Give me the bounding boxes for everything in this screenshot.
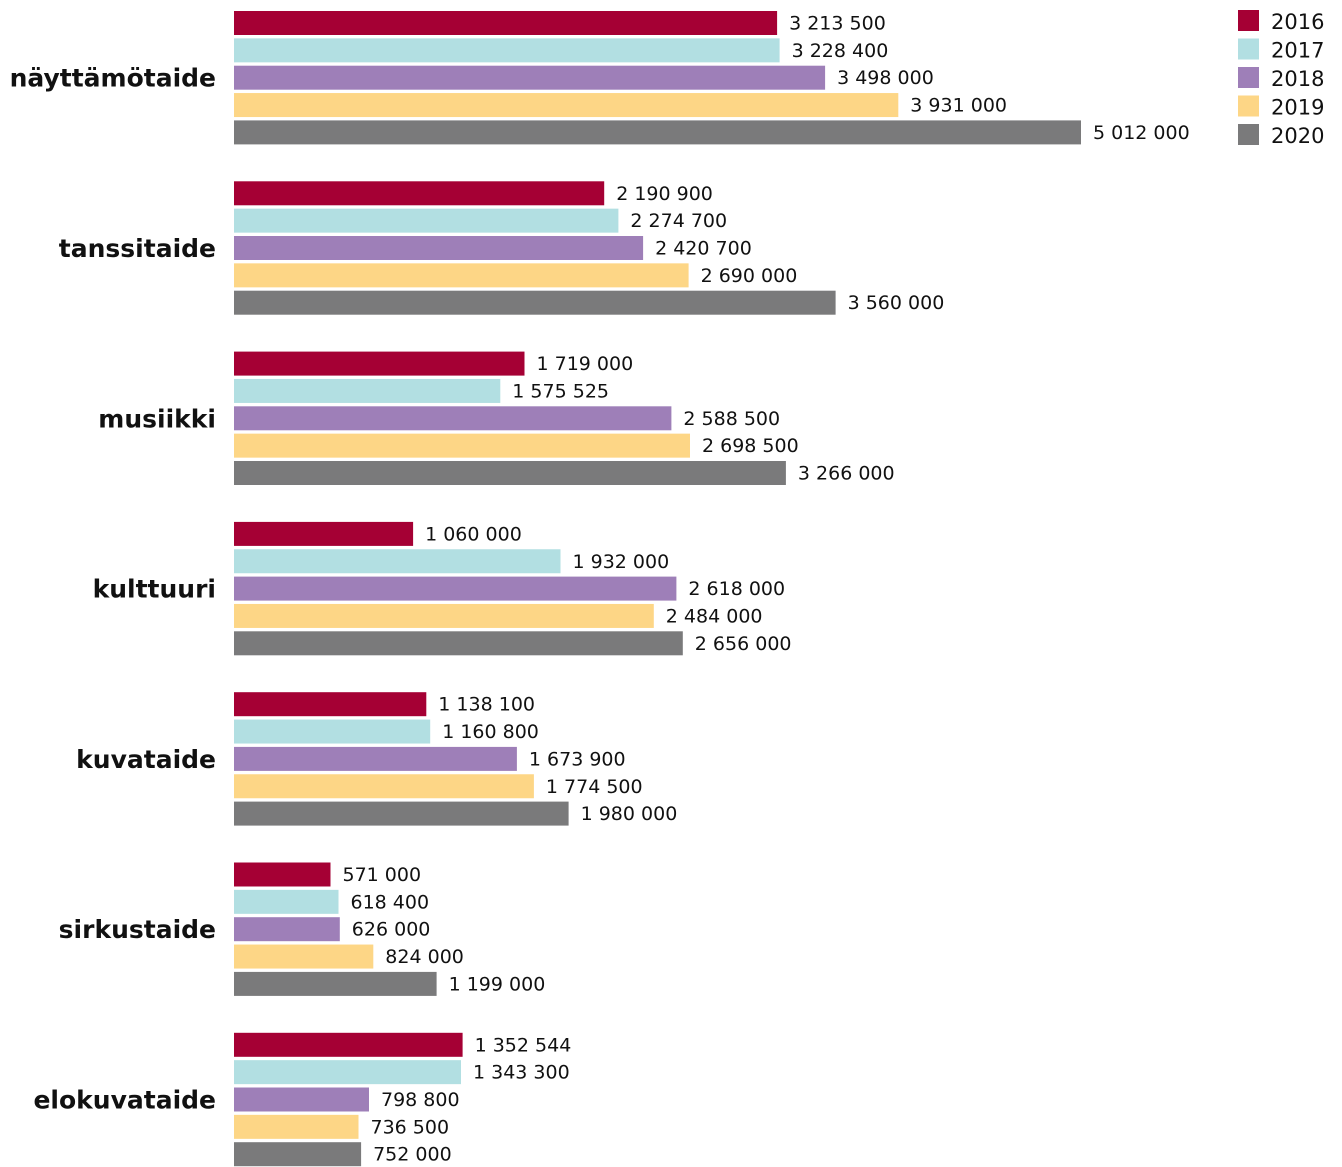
bars-group: 3 213 500 3 228 400 3 498 000 3 931 000 5 01… bbox=[10, 11, 1190, 1167]
legend-swatch-2016 bbox=[1238, 10, 1259, 31]
legend-label-2019: 2019 bbox=[1271, 96, 1324, 120]
bar-näyttämötaide-2020 bbox=[234, 120, 1081, 145]
bar-kulttuuri-2019 bbox=[234, 603, 654, 628]
data-label-kulttuuri-2020: 2 656 000 bbox=[695, 633, 792, 655]
category-label-näyttämötaide: näyttämötaide bbox=[10, 64, 216, 93]
data-label-sirkustaide-2020: 1 199 000 bbox=[449, 973, 546, 995]
legend-swatch-2020 bbox=[1238, 124, 1259, 145]
bar-kuvataide-2016 bbox=[234, 692, 427, 717]
bar-tanssitaide-2017 bbox=[234, 208, 619, 233]
legend: 2016 2017 2018 2019 2020 bbox=[1238, 10, 1324, 148]
data-label-kulttuuri-2016: 1 060 000 bbox=[425, 523, 522, 545]
data-label-näyttämötaide-2020: 5 012 000 bbox=[1093, 122, 1190, 144]
bar-näyttämötaide-2019 bbox=[234, 93, 899, 118]
data-label-musiikki-2020: 3 266 000 bbox=[798, 463, 895, 485]
data-label-musiikki-2018: 2 588 500 bbox=[683, 408, 780, 430]
bar-elokuvataide-2017 bbox=[234, 1060, 461, 1085]
category-label-tanssitaide: tanssitaide bbox=[59, 234, 216, 263]
bar-sirkustaide-2017 bbox=[234, 889, 339, 914]
bar-musiikki-2019 bbox=[234, 433, 690, 458]
data-label-sirkustaide-2019: 824 000 bbox=[385, 946, 464, 968]
legend-swatch-2017 bbox=[1238, 38, 1259, 60]
bar-kulttuuri-2016 bbox=[234, 521, 414, 546]
data-label-musiikki-2016: 1 719 000 bbox=[537, 353, 634, 375]
data-label-näyttämötaide-2017: 3 228 400 bbox=[792, 40, 889, 62]
category-label-musiikki: musiikki bbox=[98, 404, 216, 433]
data-label-elokuvataide-2017: 1 343 300 bbox=[473, 1062, 570, 1084]
bar-kuvataide-2020 bbox=[234, 801, 569, 826]
data-label-sirkustaide-2016: 571 000 bbox=[343, 864, 422, 886]
bar-tanssitaide-2016 bbox=[234, 181, 605, 206]
data-label-tanssitaide-2016: 2 190 900 bbox=[616, 183, 713, 205]
data-label-kuvataide-2017: 1 160 800 bbox=[442, 721, 539, 743]
data-label-tanssitaide-2020: 3 560 000 bbox=[848, 292, 945, 314]
data-label-kuvataide-2020: 1 980 000 bbox=[581, 803, 678, 825]
data-label-kuvataide-2018: 1 673 900 bbox=[529, 748, 626, 770]
data-label-tanssitaide-2018: 2 420 700 bbox=[655, 238, 752, 260]
legend-label-2020: 2020 bbox=[1271, 124, 1324, 148]
bar-musiikki-2018 bbox=[234, 406, 672, 431]
bar-kulttuuri-2020 bbox=[234, 631, 683, 656]
data-label-kuvataide-2019: 1 774 500 bbox=[546, 776, 643, 798]
data-label-musiikki-2019: 2 698 500 bbox=[702, 435, 799, 457]
bar-näyttämötaide-2016 bbox=[234, 11, 778, 35]
legend-swatch-2018 bbox=[1238, 67, 1259, 88]
data-label-sirkustaide-2018: 626 000 bbox=[352, 919, 431, 941]
bar-elokuvataide-2018 bbox=[234, 1087, 369, 1112]
data-label-tanssitaide-2019: 2 690 000 bbox=[701, 265, 798, 287]
bar-kuvataide-2019 bbox=[234, 774, 534, 799]
category-label-kulttuuri: kulttuuri bbox=[93, 575, 216, 604]
bar-sirkustaide-2018 bbox=[234, 917, 340, 942]
legend-swatch-2019 bbox=[1238, 95, 1259, 117]
bar-sirkustaide-2019 bbox=[234, 944, 374, 969]
bar-sirkustaide-2016 bbox=[234, 862, 331, 887]
bar-elokuvataide-2016 bbox=[234, 1032, 463, 1057]
legend-label-2016: 2016 bbox=[1271, 10, 1324, 34]
data-label-elokuvataide-2018: 798 800 bbox=[381, 1089, 460, 1111]
legend-label-2018: 2018 bbox=[1271, 67, 1324, 91]
bar-musiikki-2016 bbox=[234, 351, 525, 376]
bar-näyttämötaide-2017 bbox=[234, 38, 780, 63]
bar-kulttuuri-2017 bbox=[234, 549, 561, 574]
data-label-elokuvataide-2019: 736 500 bbox=[371, 1116, 450, 1138]
bar-musiikki-2017 bbox=[234, 378, 501, 403]
bar-tanssitaide-2020 bbox=[234, 290, 836, 315]
bar-musiikki-2020 bbox=[234, 461, 786, 485]
data-label-musiikki-2017: 1 575 525 bbox=[512, 381, 609, 403]
bar-elokuvataide-2020 bbox=[234, 1142, 362, 1167]
bar-tanssitaide-2018 bbox=[234, 236, 644, 260]
data-label-kuvataide-2016: 1 138 100 bbox=[438, 694, 535, 716]
bar-kuvataide-2017 bbox=[234, 719, 431, 744]
bar-näyttämötaide-2018 bbox=[234, 65, 826, 90]
category-label-sirkustaide: sirkustaide bbox=[59, 915, 216, 944]
category-label-elokuvataide: elokuvataide bbox=[33, 1086, 216, 1115]
bar-elokuvataide-2019 bbox=[234, 1114, 359, 1139]
data-label-elokuvataide-2016: 1 352 544 bbox=[475, 1034, 572, 1056]
data-label-kulttuuri-2019: 2 484 000 bbox=[666, 606, 763, 628]
category-label-kuvataide: kuvataide bbox=[76, 745, 216, 774]
data-label-tanssitaide-2017: 2 274 700 bbox=[630, 210, 727, 232]
data-label-elokuvataide-2020: 752 000 bbox=[373, 1144, 452, 1166]
bar-sirkustaide-2020 bbox=[234, 971, 437, 996]
bar-tanssitaide-2019 bbox=[234, 263, 689, 288]
bar-kuvataide-2018 bbox=[234, 746, 517, 771]
data-label-näyttämötaide-2018: 3 498 000 bbox=[837, 67, 934, 89]
data-label-kulttuuri-2017: 1 932 000 bbox=[573, 551, 670, 573]
data-label-näyttämötaide-2016: 3 213 500 bbox=[789, 13, 886, 35]
data-label-näyttämötaide-2019: 3 931 000 bbox=[910, 95, 1007, 117]
data-label-sirkustaide-2017: 618 400 bbox=[351, 891, 430, 913]
bar-kulttuuri-2018 bbox=[234, 576, 677, 601]
legend-label-2017: 2017 bbox=[1271, 39, 1324, 63]
data-label-kulttuuri-2018: 2 618 000 bbox=[688, 578, 785, 600]
